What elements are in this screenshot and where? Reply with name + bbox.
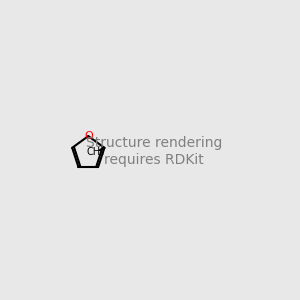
- Text: Structure rendering
requires RDKit: Structure rendering requires RDKit: [85, 136, 222, 166]
- Text: O: O: [84, 131, 93, 141]
- Text: CH₃: CH₃: [86, 147, 104, 157]
